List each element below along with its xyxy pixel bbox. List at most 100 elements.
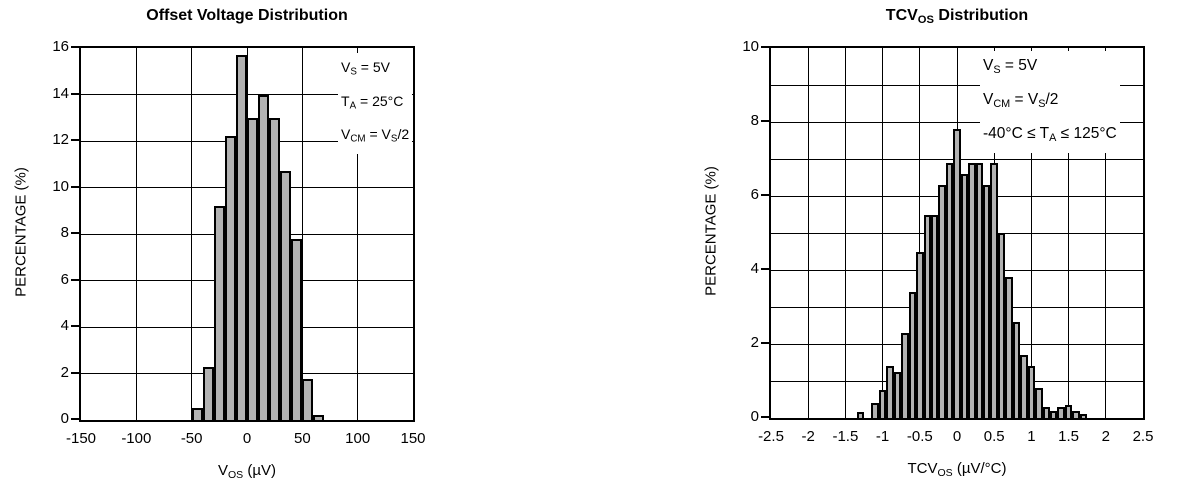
test-conditions-annotation: VS = 5V TA = 25°C VCM = VS/2 (338, 53, 413, 155)
x-tick-label: 2.5 (1132, 428, 1154, 445)
x-tick-label: 0 (952, 428, 962, 445)
histogram-bar (1027, 366, 1036, 418)
y-tick-mark (761, 120, 769, 122)
histogram-bar (235, 54, 247, 420)
y-tick-label: 6 (60, 270, 69, 288)
histogram-bar (302, 379, 314, 420)
histogram-bar (886, 366, 894, 418)
histogram-bar (1005, 277, 1013, 418)
histogram-bar (953, 129, 961, 418)
y-tick-mark (71, 92, 79, 95)
histogram-bar (893, 371, 902, 418)
x-tick-label: 50 (293, 430, 311, 447)
annotation-line: VCM = VS/2 (341, 126, 410, 146)
subscript: S (390, 134, 398, 146)
histogram-bar (983, 184, 991, 418)
histogram-bar (269, 117, 281, 420)
histogram-bar (1072, 410, 1080, 418)
x-tick-label: 1.5 (1058, 428, 1080, 445)
annotation-line: VS = 5V (983, 57, 1038, 77)
histogram-bar (202, 366, 214, 420)
histogram-bar (975, 162, 984, 418)
subscript: OS (228, 468, 244, 481)
histogram-bar (224, 136, 236, 420)
histogram-bar (856, 412, 864, 418)
x-tick-label: -0.5 (906, 428, 933, 445)
y-tick-mark (761, 194, 769, 196)
y-tick-label: 8 (750, 112, 759, 129)
subscript: S (993, 64, 1001, 77)
y-tick-label: 0 (750, 408, 759, 425)
annotation-line: VCM = VS/2 (983, 91, 1059, 111)
y-tick-label: 10 (52, 177, 69, 195)
y-gridline (771, 121, 1143, 123)
histogram-bar (990, 162, 998, 418)
plot-area: VS = 5V TA = 25°C VCM = VS/2 (79, 46, 415, 422)
histogram-bar (997, 233, 1006, 418)
y-gridline (81, 94, 413, 95)
chart-title: Offset Voltage Distribution (146, 7, 348, 24)
histogram-bar (258, 94, 270, 420)
y-tick-mark (71, 232, 79, 234)
y-tick-mark (71, 418, 79, 420)
y-tick-mark (761, 46, 769, 48)
histogram-bar (247, 117, 259, 420)
subscript: A (349, 100, 357, 112)
chart-title: TCVOS Distribution (885, 7, 1029, 27)
x-axis-label: VOS (µV) (218, 462, 276, 481)
y-tick-mark (71, 185, 79, 188)
histogram-bar (908, 292, 917, 418)
subscript: CM (993, 98, 1011, 111)
x-tick-label: 150 (400, 430, 426, 447)
histogram-bar (1057, 406, 1065, 418)
y-tick-label: 2 (60, 363, 69, 381)
histogram-bar (901, 332, 909, 418)
y-tick-mark (71, 278, 79, 281)
histogram-bar (968, 162, 976, 418)
histogram-bar (1064, 405, 1073, 418)
y-tick-mark (761, 342, 769, 344)
histogram-bar (960, 173, 969, 418)
annotation-line: -40°C ≤ TA ≤ 125°C (983, 125, 1117, 145)
y-tick-label: 6 (750, 186, 759, 203)
y-gridline (771, 84, 1143, 86)
x-tick-label: 100 (345, 430, 371, 447)
x-tick-label: -100 (121, 430, 152, 447)
y-tick-label: 14 (52, 84, 69, 102)
subscript: CM (350, 134, 366, 146)
histogram-bar (923, 214, 931, 418)
histogram-bar (871, 403, 879, 418)
histogram-bar (1042, 406, 1050, 418)
x-tick-label: -50 (180, 430, 203, 447)
y-tick-label: 12 (52, 131, 69, 148)
x-tick-label: -150 (65, 430, 97, 447)
annotation-line: VS = 5V (341, 59, 390, 78)
x-tick-label: -1.5 (832, 428, 859, 445)
histogram-bar (291, 238, 303, 420)
y-tick-mark (761, 268, 769, 270)
x-tick-label: 2 (1101, 428, 1110, 445)
histogram-bar (1012, 321, 1021, 418)
subscript: S (1038, 98, 1046, 111)
subscript: OS (937, 466, 953, 479)
histogram-bar (1079, 414, 1088, 418)
subscript: A (1049, 132, 1057, 145)
y-tick-mark (71, 371, 79, 374)
histogram-bar (191, 408, 203, 420)
y-tick-mark (761, 416, 769, 418)
histogram-bar (930, 214, 939, 418)
y-tick-label: 0 (60, 410, 69, 427)
x-tick-label: 0 (242, 430, 252, 447)
plot-area: VS = 5V VCM = VS/2 -40°C ≤ TA ≤ 125°C (769, 46, 1145, 420)
y-tick-mark (71, 325, 79, 327)
y-tick-label: 10 (742, 38, 759, 55)
histogram-bar (878, 390, 887, 418)
histogram-bar (938, 184, 946, 418)
subscript: S (350, 66, 357, 78)
y-tick-label: 16 (52, 38, 69, 55)
y-tick-label: 2 (750, 334, 759, 351)
x-tick-label: -2 (801, 428, 815, 445)
x-tick-label: -2.5 (758, 428, 784, 445)
y-tick-label: 4 (60, 317, 69, 334)
